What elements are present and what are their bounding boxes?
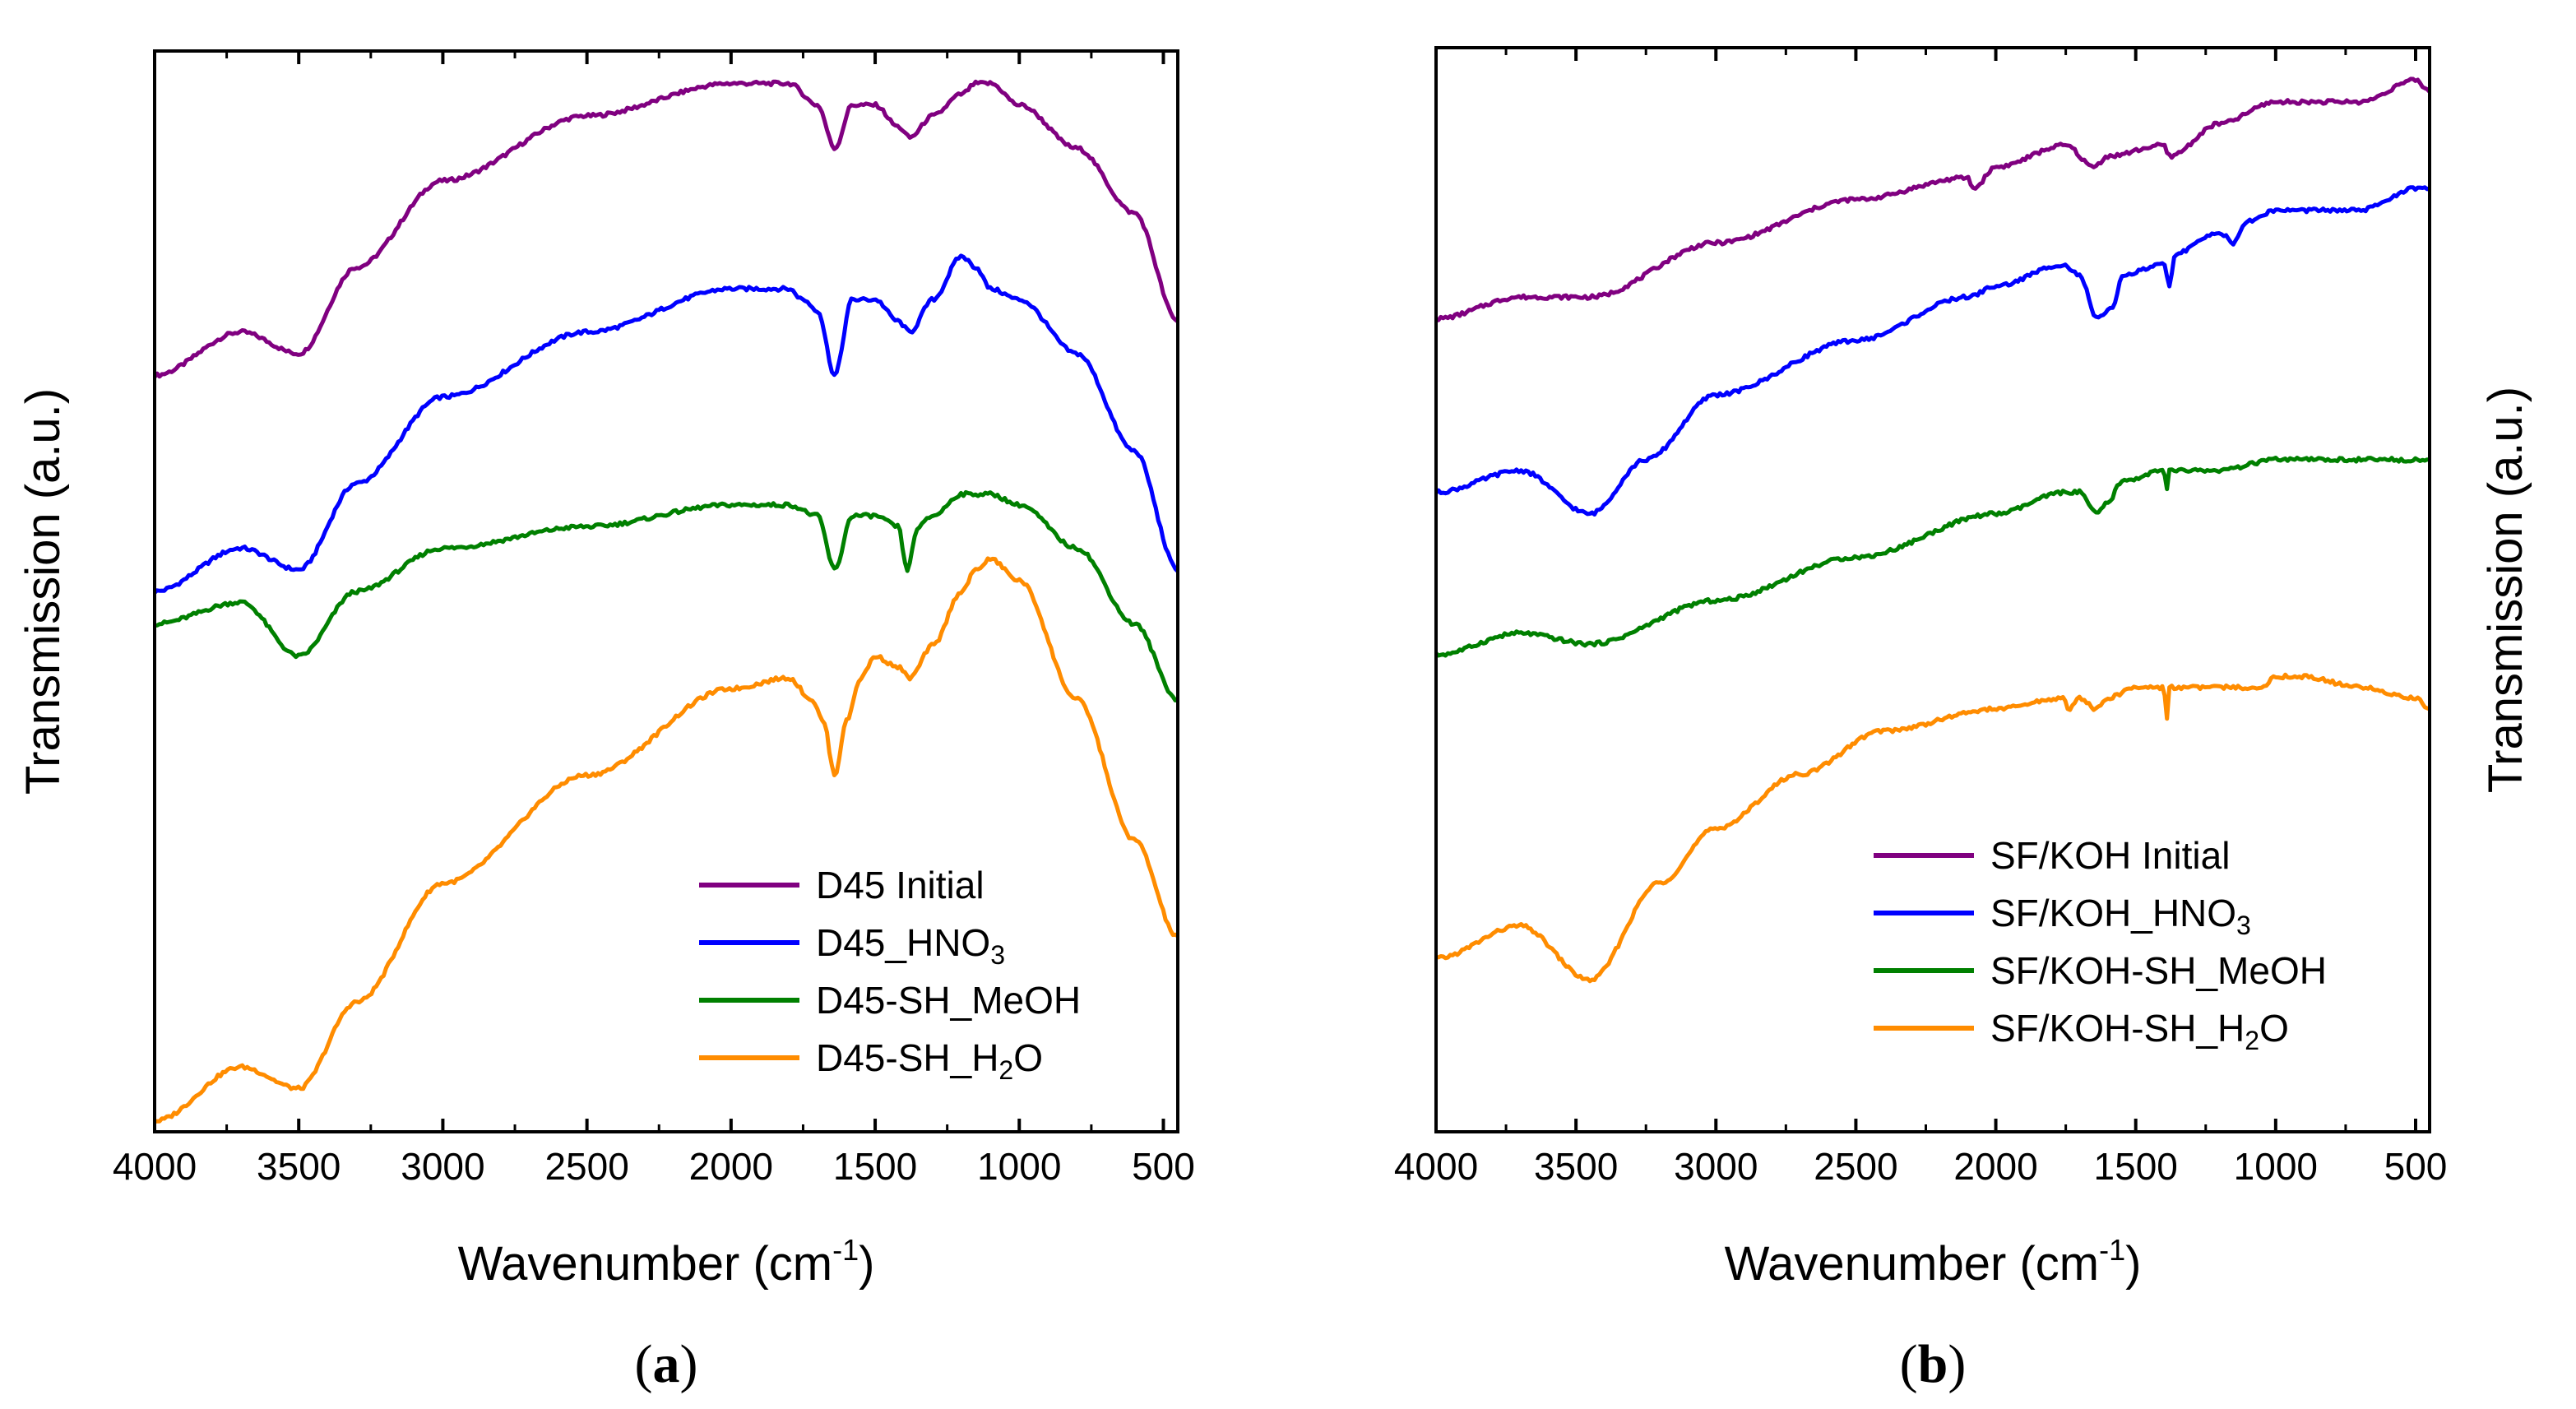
panel-label: (a) bbox=[635, 1334, 698, 1394]
legend-label-main: D45_HNO bbox=[816, 921, 990, 964]
legend-label-sub: 3 bbox=[990, 940, 1005, 970]
panel-label-open: ( bbox=[635, 1334, 653, 1394]
legend-label-main: SF/KOH Initial bbox=[1990, 834, 2230, 877]
series-line bbox=[154, 556, 1179, 1124]
x-tick-label: 3500 bbox=[1534, 1145, 1618, 1188]
x-tick-label: 2000 bbox=[689, 1145, 773, 1188]
x-axis-title-sup: -1 bbox=[832, 1233, 859, 1267]
x-axis-title: Wavenumber (cm-1) bbox=[1725, 1233, 2142, 1291]
x-tick-label: 1500 bbox=[833, 1145, 917, 1188]
legend-label: SF/KOH Initial bbox=[1990, 834, 2230, 877]
legend-label-main: D45 Initial bbox=[816, 864, 985, 906]
x-axis-title-sup: -1 bbox=[2099, 1233, 2125, 1267]
x-tick-label: 1000 bbox=[977, 1145, 1061, 1188]
panel-b: 4000 3500 3000 2500 2000 1500 1000 500 Wavenumbe… bbox=[1394, 46, 2532, 1394]
x-tick-label: 500 bbox=[1132, 1145, 1195, 1188]
legend-label: SF/KOH-SH_H2O bbox=[1990, 1007, 2289, 1055]
y-axis-title: Transmission (a.u.) bbox=[2479, 387, 2532, 793]
x-tick-label: 3000 bbox=[1674, 1145, 1758, 1188]
x-tick-label: 2000 bbox=[1953, 1145, 2037, 1188]
legend-label-tail: O bbox=[1013, 1036, 1043, 1079]
legend-label-sub: 3 bbox=[2236, 911, 2251, 940]
series-line bbox=[1435, 672, 2430, 984]
legend-label-main: SF/KOH_HNO bbox=[1990, 892, 2236, 934]
panel-label-open: ( bbox=[1900, 1334, 1918, 1394]
legend-label-tail: O bbox=[2259, 1007, 2289, 1050]
plot-frame bbox=[1434, 46, 2431, 1133]
x-tick-label: 2500 bbox=[1814, 1145, 1897, 1188]
x-axis-title-main: Wavenumber (cm bbox=[458, 1237, 833, 1291]
panel-label-close: ) bbox=[680, 1334, 698, 1394]
legend-label-main: D45-SH_MeOH bbox=[816, 979, 1081, 1022]
series-line bbox=[154, 489, 1179, 702]
legend-label: D45 Initial bbox=[816, 864, 985, 906]
series-line bbox=[153, 253, 1179, 595]
legend-label-main: SF/KOH-SH_MeOH bbox=[1990, 949, 2327, 992]
x-tick-label: 3500 bbox=[257, 1145, 341, 1188]
x-tick-label: 500 bbox=[2384, 1145, 2448, 1188]
panel-label-letter: a bbox=[653, 1334, 680, 1394]
legend-label: SF/KOH_HNO3 bbox=[1990, 892, 2251, 940]
y-axis-title: Transmission (a.u.) bbox=[16, 388, 70, 795]
x-axis-title-close: ) bbox=[859, 1237, 874, 1291]
legend-label: D45-SH_MeOH bbox=[816, 979, 1081, 1022]
x-tick-label: 4000 bbox=[113, 1145, 197, 1188]
panel-label: (b) bbox=[1900, 1334, 1967, 1394]
panel-label-close: ) bbox=[1948, 1334, 1966, 1394]
series-line bbox=[1434, 185, 2430, 517]
x-tick-label: 4000 bbox=[1394, 1145, 1478, 1188]
x-tick-label: 3000 bbox=[401, 1145, 484, 1188]
panel-a: 4000 3500 3000 2500 2000 1500 1000 500 Wavenumbe… bbox=[16, 49, 1195, 1394]
panel-label-letter: b bbox=[1918, 1334, 1948, 1394]
x-axis-title-close: ) bbox=[2125, 1237, 2141, 1291]
legend-label: SF/KOH-SH_MeOH bbox=[1990, 949, 2327, 992]
x-tick-label: 2500 bbox=[544, 1145, 628, 1188]
legend-label: D45_HNO3 bbox=[816, 921, 1005, 970]
x-tick-label: 1500 bbox=[2094, 1145, 2178, 1188]
x-axis-title: Wavenumber (cm-1) bbox=[458, 1233, 875, 1291]
x-tick-label: 1000 bbox=[2234, 1145, 2318, 1188]
legend-label-main: SF/KOH-SH_H bbox=[1990, 1007, 2245, 1050]
series-line bbox=[152, 79, 1179, 379]
legend-label-sub: 2 bbox=[2245, 1026, 2259, 1055]
legend-label-sub: 2 bbox=[998, 1055, 1013, 1085]
x-axis-title-main: Wavenumber (cm bbox=[1725, 1237, 2100, 1291]
legend-label-main: D45-SH_H bbox=[816, 1036, 998, 1079]
legend-label: D45-SH_H2O bbox=[816, 1036, 1043, 1085]
series-line bbox=[1436, 76, 2431, 322]
plot-frame bbox=[153, 49, 1179, 1133]
series-line bbox=[1434, 456, 2430, 658]
